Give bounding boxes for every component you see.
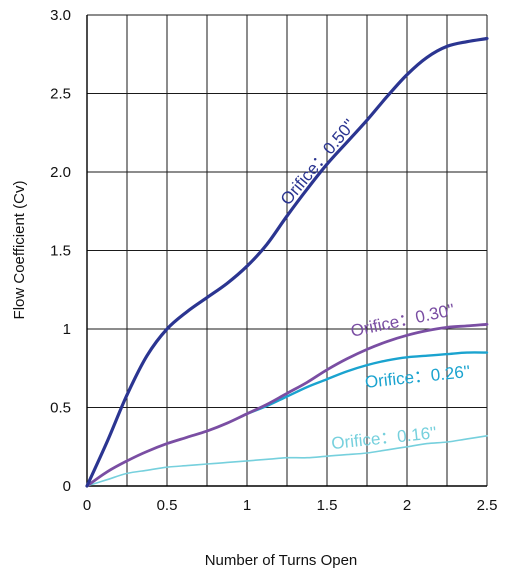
series-line: [85, 322, 489, 488]
y-axis-label: Flow Coefficient (Cv): [11, 181, 28, 320]
y-tick-label: 3.0: [50, 7, 71, 24]
tick-labels: 0 0.5 1 1.5 2 2.5 0 0.5 1 1.5 2.0 2.5 3.0: [50, 7, 497, 514]
series-line: [85, 36, 489, 488]
y-tick-label: 1.5: [50, 243, 71, 260]
x-tick-label: 0: [83, 497, 91, 514]
curve-labels: Orifice：0.50'' Orifice：0.30'' Orifice：0.26…: [277, 116, 471, 454]
series-label: Orifice：0.50'': [277, 116, 359, 209]
x-tick-label: 2: [403, 497, 411, 514]
series-label: Orifice：0.30'': [349, 300, 456, 341]
y-tick-label: 2.0: [50, 164, 71, 181]
grid-lines: [86, 14, 488, 487]
series-line: [86, 435, 488, 487]
series-line: [245, 351, 489, 415]
series-label: Orifice：0.26'': [364, 362, 471, 392]
x-axis-label: Number of Turns Open: [205, 552, 358, 569]
y-tick-label: 0.5: [50, 400, 71, 417]
axes: [86, 15, 487, 487]
x-tick-label: 1: [243, 497, 251, 514]
series-lines: [85, 36, 489, 488]
y-tick-label: 0: [63, 478, 71, 495]
y-tick-label: 1: [63, 321, 71, 338]
x-tick-label: 1.5: [317, 497, 338, 514]
y-tick-label: 2.5: [50, 86, 71, 103]
x-tick-label: 2.5: [477, 497, 498, 514]
series-label: Orifice：0.16'': [330, 423, 437, 453]
x-tick-label: 0.5: [157, 497, 178, 514]
